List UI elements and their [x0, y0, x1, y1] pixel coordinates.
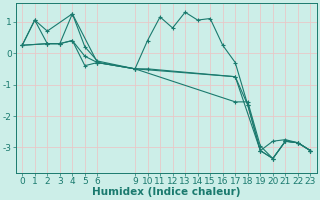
X-axis label: Humidex (Indice chaleur): Humidex (Indice chaleur) [92, 187, 241, 197]
